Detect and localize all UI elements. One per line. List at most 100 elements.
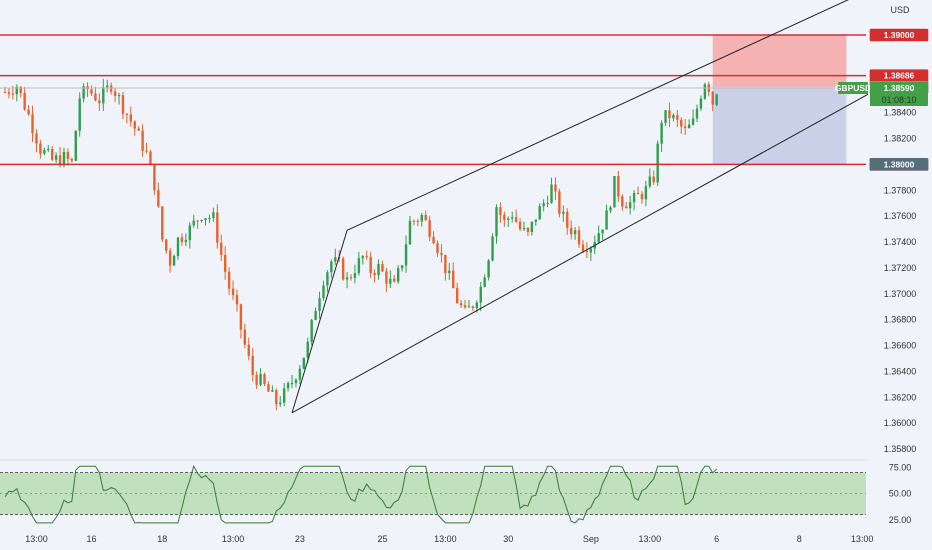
candle-body: [192, 220, 195, 226]
time-tick-label: 16: [86, 534, 96, 544]
time-axis[interactable]: 13:00 16 18 13:00 23 25 13:00 30 Sep 13:00 6 8 13:00: [25, 534, 873, 544]
level-tag-text: 1.39000: [884, 30, 915, 40]
candle-body: [50, 149, 54, 160]
candle-body: [70, 158, 74, 161]
price-tick-label: 1.36800: [884, 315, 917, 325]
candle-body: [558, 191, 561, 214]
candle-body: [518, 221, 522, 230]
candle-body: [326, 272, 329, 286]
channel-lower-line[interactable]: [291, 92, 871, 414]
candle-body: [550, 184, 553, 203]
candle-body: [35, 133, 38, 144]
candle-body: [334, 257, 337, 262]
candle-body: [82, 86, 85, 99]
candle-body: [282, 388, 286, 403]
candle-body: [117, 95, 121, 97]
candle-body: [227, 271, 231, 289]
candle-body: [3, 91, 7, 93]
take-profit-zone[interactable]: [712, 87, 847, 165]
candle-body: [98, 100, 101, 104]
current-price-tag-box: [870, 82, 928, 107]
candle-body: [660, 122, 663, 144]
stop-loss-zone[interactable]: [712, 35, 847, 88]
candle-body: [11, 93, 15, 95]
candle-body: [715, 94, 718, 105]
candle-body: [428, 220, 431, 237]
candle-body: [621, 196, 624, 207]
rsi-tick-label: 25.00: [889, 515, 912, 525]
time-tick-label: 13:00: [851, 534, 874, 544]
candle-body: [396, 268, 400, 282]
time-tick-label: 18: [157, 534, 167, 544]
candle-body: [239, 304, 243, 330]
price-tags: 1.390001.386861.380001.385961.38000GBPUS…: [835, 28, 929, 171]
candle-body: [636, 192, 640, 195]
trend-channel[interactable]: [291, 0, 871, 414]
candle-body: [684, 126, 687, 129]
candle-body: [141, 130, 144, 151]
candle-body: [39, 143, 42, 154]
candle-body: [161, 206, 164, 240]
candle-body: [452, 270, 455, 289]
current-price-text: 1.38590: [884, 83, 915, 93]
horizontal-levels[interactable]: [0, 34, 866, 166]
candle-body: [345, 277, 349, 280]
price-tag-box: [869, 158, 929, 171]
candle-body: [491, 236, 494, 261]
candle-body: [581, 244, 585, 251]
candle-body: [15, 86, 18, 95]
price-tick-label: 1.36400: [884, 366, 917, 376]
candle-body: [377, 264, 380, 276]
channel-upper-line[interactable]: [346, 0, 870, 231]
candle-body: [703, 84, 707, 99]
candle-body: [90, 89, 93, 94]
candle-body: [286, 383, 290, 389]
candle-body: [691, 118, 695, 125]
time-tick-label: 6: [714, 534, 719, 544]
candle-body: [19, 86, 22, 93]
candle-body: [314, 310, 317, 320]
symbol-tag-box: [838, 82, 868, 95]
candle-body: [625, 206, 628, 209]
candle-body: [640, 194, 644, 200]
channel-start-line[interactable]: [291, 230, 348, 413]
candle-body: [475, 302, 479, 309]
candle-body: [695, 108, 699, 119]
candle-body: [223, 254, 227, 272]
candle-body: [404, 244, 408, 266]
candle-body: [184, 240, 188, 243]
candle-body: [275, 390, 278, 405]
candle-body: [483, 277, 486, 287]
candlestick-series: [0, 78, 866, 411]
candle-body: [216, 212, 219, 243]
candle-body: [196, 220, 199, 222]
candle-body: [514, 217, 518, 222]
time-tick-label: 23: [295, 534, 305, 544]
price-tick-label: 1.37200: [884, 263, 917, 273]
currency-label: USD: [890, 5, 910, 15]
candle-body: [632, 192, 636, 203]
candle-body: [542, 203, 545, 207]
candle-body: [168, 250, 172, 266]
candle-body: [585, 250, 589, 253]
candle-body: [373, 273, 376, 276]
candle-body: [601, 229, 604, 234]
time-tick-label: 30: [503, 534, 513, 544]
candle-body: [432, 236, 435, 244]
candle-body: [54, 155, 58, 160]
candle-body: [357, 258, 361, 274]
candle-body: [566, 211, 569, 228]
candle-body: [589, 248, 593, 253]
candle-body: [577, 230, 581, 245]
candle-body: [546, 202, 549, 204]
candle-body: [609, 207, 612, 211]
candle-body: [440, 252, 443, 255]
position-tool[interactable]: [712, 35, 847, 165]
candle-body: [617, 176, 620, 197]
price-tick-label: 1.36200: [884, 392, 917, 402]
candle-body: [365, 256, 368, 258]
candle-body: [562, 211, 565, 214]
candle-body: [487, 260, 490, 278]
candle-body: [137, 128, 140, 131]
